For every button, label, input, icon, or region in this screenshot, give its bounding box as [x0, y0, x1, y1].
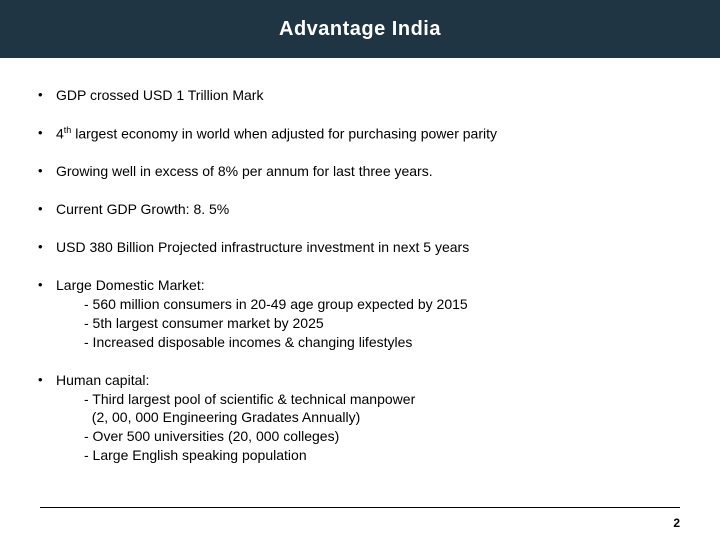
bullet-text: Human capital: - Third largest pool of s… [56, 371, 682, 465]
bullet-icon: • [38, 276, 56, 294]
bullet-label: Human capital: [56, 372, 149, 388]
slide-title: Advantage India [279, 18, 441, 41]
bullet-text: Large Domestic Market: - 560 million con… [56, 276, 682, 352]
bullet-text: 4th largest economy in world when adjust… [56, 124, 682, 144]
slide-header: Advantage India [0, 0, 720, 58]
bullet-icon: • [38, 238, 56, 256]
footer-divider [40, 507, 680, 508]
bullet-text: GDP crossed USD 1 Trillion Mark [56, 86, 682, 105]
page-number: 2 [673, 516, 680, 530]
sub-item: - Increased disposable incomes & changin… [84, 333, 682, 352]
sub-item: - Third largest pool of scientific & tec… [84, 390, 682, 409]
bullet-label: Large Domestic Market: [56, 277, 205, 293]
bullet-icon: • [38, 86, 56, 104]
bullet-icon: • [38, 371, 56, 389]
bullet-text: USD 380 Billion Projected infrastructure… [56, 238, 682, 257]
bullet-icon: • [38, 200, 56, 218]
sub-list: - 560 million consumers in 20-49 age gro… [56, 295, 682, 352]
bullet-item: • Human capital: - Third largest pool of… [38, 371, 682, 465]
sub-item: (2, 00, 000 Engineering Gradates Annuall… [84, 408, 682, 427]
sub-item: - 560 million consumers in 20-49 age gro… [84, 295, 682, 314]
bullet-item: • Current GDP Growth: 8. 5% [38, 200, 682, 219]
bullet-icon: • [38, 162, 56, 180]
bullet-item: • Growing well in excess of 8% per annum… [38, 162, 682, 181]
sub-item: - 5th largest consumer market by 2025 [84, 314, 682, 333]
sub-list: - Third largest pool of scientific & tec… [56, 390, 682, 466]
bullet-item: • USD 380 Billion Projected infrastructu… [38, 238, 682, 257]
bullet-item: • Large Domestic Market: - 560 million c… [38, 276, 682, 352]
sub-item: - Large English speaking population [84, 446, 682, 465]
bullet-item: • 4th largest economy in world when adju… [38, 124, 682, 144]
bullet-item: • GDP crossed USD 1 Trillion Mark [38, 86, 682, 105]
bullet-icon: • [38, 124, 56, 142]
sub-item: - Over 500 universities (20, 000 college… [84, 427, 682, 446]
bullet-text: Growing well in excess of 8% per annum f… [56, 162, 682, 181]
slide-content: • GDP crossed USD 1 Trillion Mark • 4th … [0, 58, 720, 465]
bullet-text: Current GDP Growth: 8. 5% [56, 200, 682, 219]
